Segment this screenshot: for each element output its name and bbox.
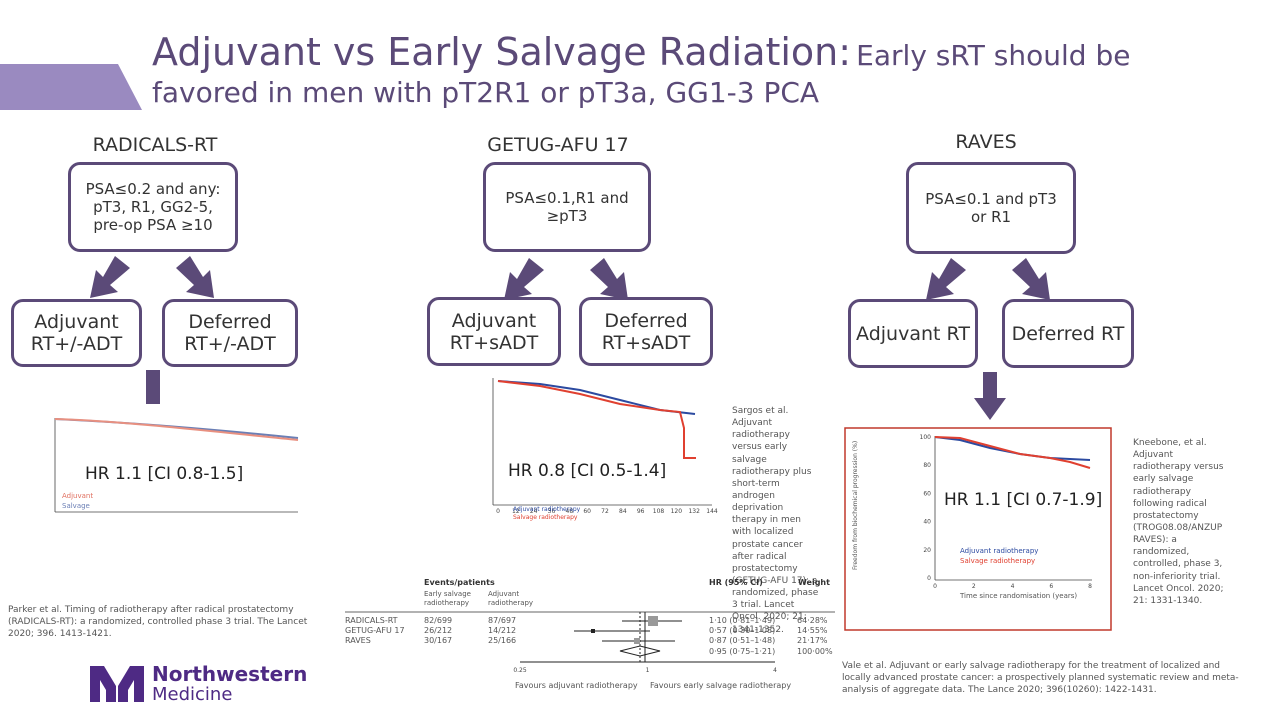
- tick-label: 48: [566, 508, 574, 515]
- km-getug: [492, 378, 712, 506]
- criteria-box: PSA≤0.2 and any: pT3, R1, GG2-5, pre-op …: [68, 162, 238, 252]
- forest-column: HR (95% CI): [709, 578, 763, 587]
- forest-column: Adjuvant radiotherapy: [488, 590, 534, 608]
- accent-bar: [0, 64, 142, 110]
- km-raves: [934, 436, 1092, 581]
- citation: Sargos et al. Adjuvant radiotherapy vers…: [732, 406, 819, 635]
- logo-line: Medicine: [152, 684, 233, 705]
- criteria-box: PSA≤0.1,R1 and ≥pT3: [483, 162, 651, 252]
- hazard-ratio: HR 0.8 [CI 0.5-1.4]: [508, 461, 667, 481]
- citation: Vale et al. Adjuvant or early salvage ra…: [842, 661, 1239, 696]
- title: Adjuvant vs Early Salvage Radiation: Ear…: [152, 30, 1232, 109]
- forest-cell: 87/697: [488, 616, 517, 625]
- tick-label: 80: [923, 462, 931, 469]
- legend-item: Salvage: [62, 502, 90, 510]
- trial-name: GETUG-AFU 17: [487, 134, 629, 156]
- forest-overall-weight: 100·00%: [797, 647, 833, 656]
- trial-name: RADICALS-RT: [92, 134, 218, 156]
- tick-label: 60: [923, 490, 931, 497]
- forest-left-label: Favours adjuvant radiotherapy: [515, 681, 638, 690]
- tick-label: 0: [927, 575, 931, 582]
- tick-label: 12: [512, 508, 520, 515]
- arm-box: Adjuvant RT: [848, 299, 978, 368]
- tick-label: 20: [923, 547, 931, 554]
- forest-cell: RAVES: [345, 636, 371, 645]
- forest-header: Events/patients: [424, 578, 495, 587]
- forest-cell: 82/699: [424, 616, 453, 625]
- raves-frame: [844, 427, 1112, 631]
- tick-label: 132: [688, 508, 700, 515]
- arm-box: Deferred RT: [1002, 299, 1134, 368]
- forest-cell: 26/212: [424, 626, 453, 635]
- tick-label: 0.25: [513, 667, 527, 674]
- forest-column: Early salvage radiotherapy: [424, 590, 471, 608]
- citation: Parker et al. Timing of radiotherapy aft…: [8, 605, 308, 640]
- legend-item: Adjuvant: [62, 492, 94, 500]
- tick-label: 96: [637, 508, 645, 515]
- tick-label: 72: [601, 508, 609, 515]
- forest-cell: RADICALS-RT: [345, 616, 398, 625]
- legend-item: Salvage radiotherapy: [513, 514, 578, 521]
- tick-label: 36: [548, 508, 556, 515]
- forest-plot: [345, 611, 835, 663]
- tick-label: 1: [646, 667, 650, 674]
- tick-label: 8: [1088, 583, 1092, 590]
- tick-label: 120: [671, 508, 683, 515]
- y-axis-label: Freedom from biochemical progression (%): [852, 440, 859, 570]
- legend-item: Adjuvant radiotherapy: [960, 547, 1039, 555]
- tick-label: 4: [1011, 583, 1015, 590]
- arm-box: Adjuvant RT+/-ADT: [11, 299, 142, 367]
- arrows: [90, 256, 1050, 420]
- legend-item: Salvage radiotherapy: [960, 557, 1036, 565]
- forest-cell: 64·28%: [797, 616, 828, 625]
- arm-box: Deferred RT+sADT: [579, 297, 713, 366]
- forest-right-label: Favours early salvage radiotherapy: [650, 681, 792, 690]
- forest-cell: GETUG-AFU 17: [345, 626, 405, 635]
- tick-label: 6: [1049, 583, 1053, 590]
- forest-cell: 0·87 (0·51–1·48): [709, 636, 776, 645]
- km-radicals: [54, 418, 299, 513]
- hazard-ratio: HR 1.1 [CI 0.7-1.9]: [944, 490, 1103, 510]
- arm-box: Adjuvant RT+sADT: [427, 297, 561, 366]
- forest-cell: 14·55%: [797, 626, 828, 635]
- tick-label: 24: [530, 508, 538, 515]
- title-main: Adjuvant vs Early Salvage Radiation:: [152, 30, 852, 74]
- logo-line: Northwestern: [152, 662, 308, 686]
- citation: Kneebone, et al. Adjuvant radiotherapy v…: [1133, 438, 1224, 606]
- forest-column: Weight: [798, 578, 830, 587]
- tick-label: 4: [773, 667, 777, 674]
- criteria-box: PSA≤0.1 and pT3 or R1: [906, 162, 1076, 254]
- tick-label: 144: [706, 508, 718, 515]
- forest-cell: 21·17%: [797, 636, 828, 645]
- forest-cell: 25/166: [488, 636, 517, 645]
- forest-cell: 14/212: [488, 626, 517, 635]
- arm-box: Deferred RT+/-ADT: [162, 299, 298, 367]
- tick-label: 108: [653, 508, 665, 515]
- logo-mark: [90, 666, 144, 702]
- forest-cell: 1·10 (0·81–1·49): [709, 616, 776, 625]
- forest-cell: 30/167: [424, 636, 453, 645]
- legend-item: Adjuvant radiotherapy: [513, 506, 581, 513]
- tick-label: 100: [920, 434, 932, 441]
- tick-label: 60: [583, 508, 591, 515]
- trial-name: RAVES: [955, 131, 1017, 153]
- tick-label: 0: [496, 508, 500, 515]
- tick-label: 2: [972, 583, 976, 590]
- forest-cell: 0·57 (0·30–1·08): [709, 626, 776, 635]
- tick-label: 40: [923, 519, 931, 526]
- title-sub: Early sRT should be favored in men with …: [152, 39, 1131, 109]
- tick-label: 0: [933, 583, 937, 590]
- tick-label: 84: [619, 508, 627, 515]
- hazard-ratio: HR 1.1 [CI 0.8-1.5]: [85, 464, 244, 484]
- forest-overall-hr: 0·95 (0·75–1·21): [709, 647, 776, 656]
- x-axis-label: Time since randomisation (years): [960, 592, 1078, 600]
